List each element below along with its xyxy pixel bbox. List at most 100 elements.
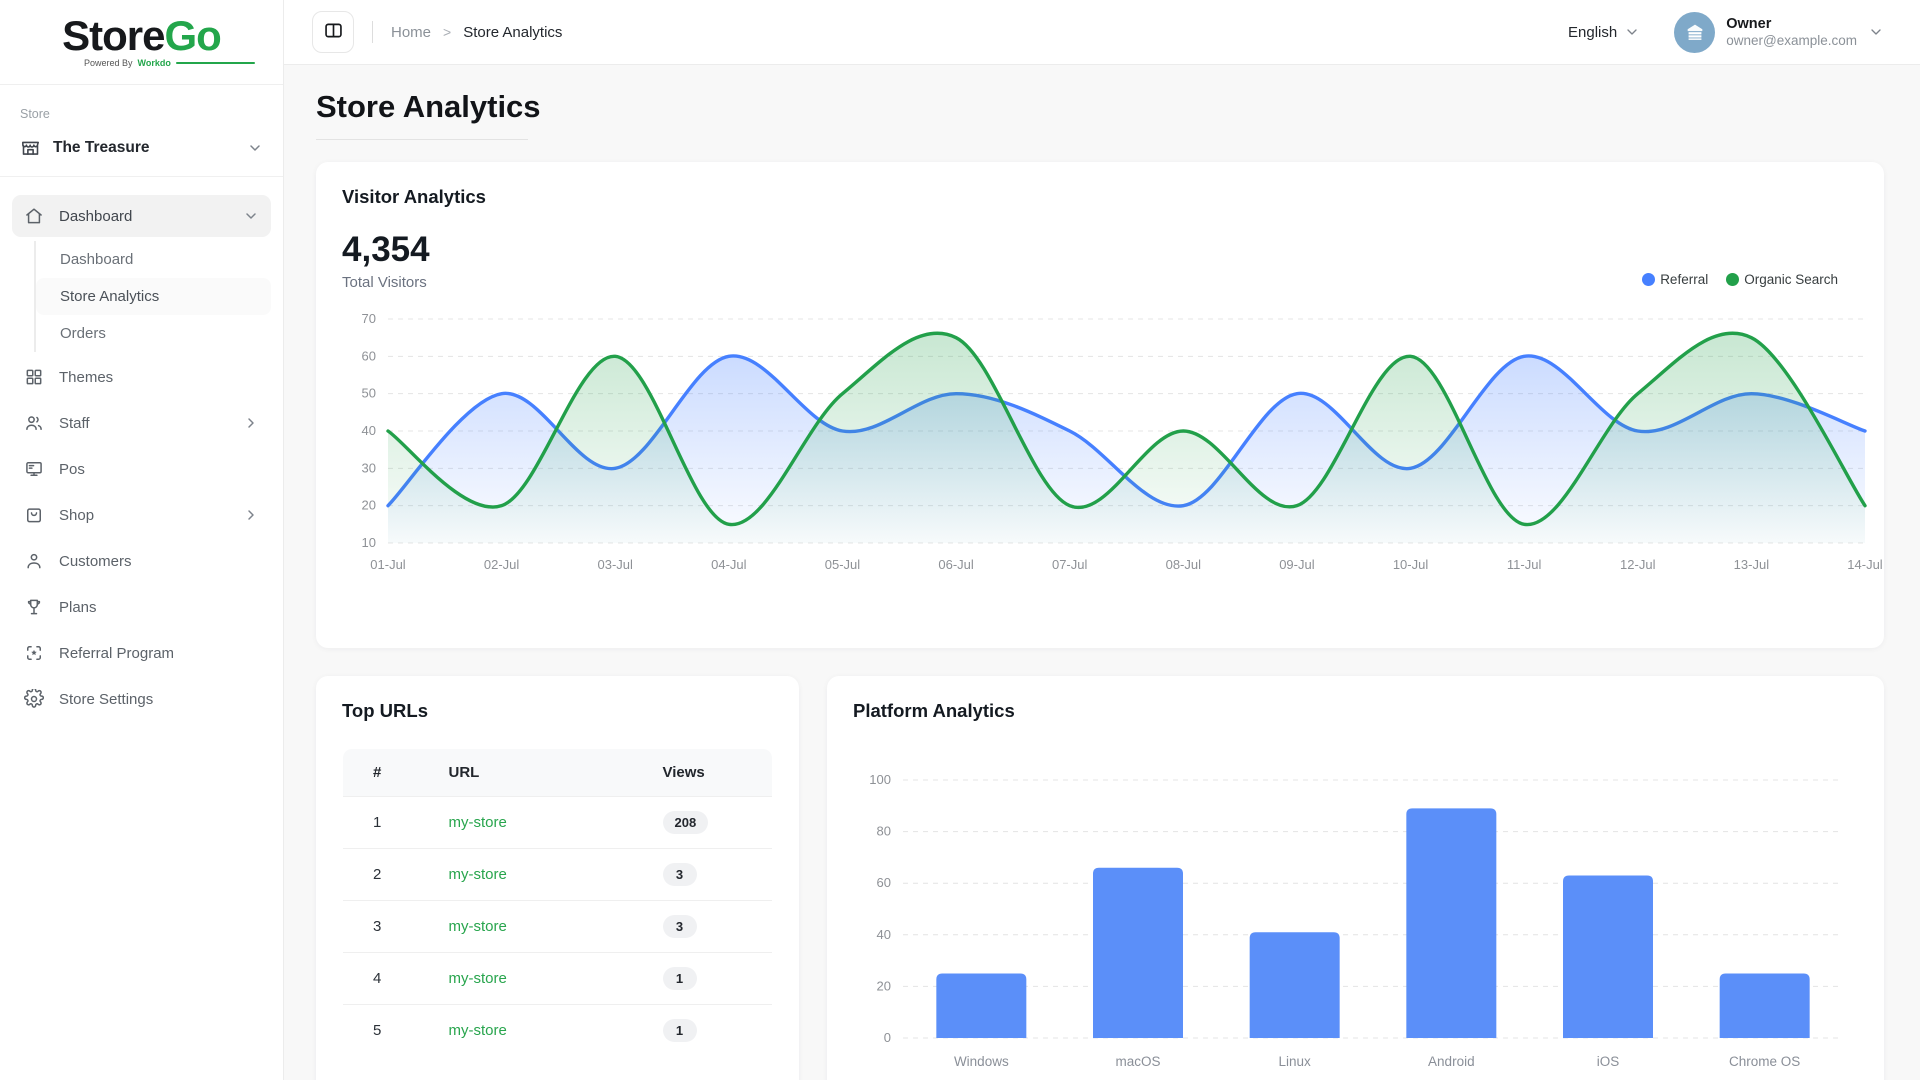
legend-dot-organic-search [1726, 273, 1740, 286]
sidebar-item-label: Shop [59, 506, 95, 524]
sidebar-item-dashboard[interactable]: Dashboard [12, 195, 271, 238]
svg-text:14-Jul: 14-Jul [1847, 557, 1883, 572]
total-visitors-value: 4,354 [342, 230, 430, 269]
sidebar-item-label: Themes [59, 368, 114, 386]
svg-text:60: 60 [877, 875, 891, 890]
sidebar-item-themes[interactable]: Themes [12, 356, 271, 398]
sidebar-submenu-dashboard: Dashboard Store Analytics Orders [34, 241, 271, 353]
legend-item-referral[interactable]: Referral [1642, 272, 1708, 287]
url-link[interactable]: my-store [448, 918, 507, 935]
sidebar-nav: Dashboard Dashboard Store Analytics Orders T… [0, 177, 283, 738]
sidebar-section-label: Store [20, 107, 50, 122]
views-badge: 208 [662, 811, 709, 834]
svg-text:Chrome OS: Chrome OS [1729, 1054, 1800, 1069]
sidebar-item-label: Store Settings [59, 690, 154, 708]
svg-text:08-Jul: 08-Jul [1166, 557, 1202, 572]
svg-text:0: 0 [884, 1030, 891, 1045]
monitor-icon [24, 459, 44, 479]
top-urls-card: Top URLs # URL Views 1 my-store 208 2 my-sto… [316, 676, 799, 1080]
language-selector[interactable]: English [1568, 24, 1640, 41]
content: Store Analytics Visitor Analytics 4,354 … [284, 65, 1920, 1080]
table-row: 5 my-store 1 [343, 1004, 772, 1056]
svg-text:12-Jul: 12-Jul [1620, 557, 1656, 572]
svg-text:iOS: iOS [1597, 1054, 1620, 1069]
sidebar-item-referral-program[interactable]: Referral Program [12, 632, 271, 674]
svg-text:13-Jul: 13-Jul [1734, 557, 1770, 572]
table-header-row: # URL Views [343, 749, 772, 797]
url-link[interactable]: my-store [448, 866, 507, 883]
table-row: 1 my-store 208 [343, 796, 772, 849]
trophy-icon [24, 597, 44, 617]
svg-text:70: 70 [362, 311, 376, 326]
url-link[interactable]: my-store [448, 814, 507, 831]
svg-text:09-Jul: 09-Jul [1279, 557, 1315, 572]
topbar: Home > Store Analytics English Owner o [284, 0, 1920, 65]
sidebar-item-customers[interactable]: Customers [12, 540, 271, 582]
grid-icon [24, 367, 44, 387]
legend-label-referral: Referral [1660, 272, 1709, 287]
sidebar-subitem-dashboard-overview[interactable]: Dashboard [60, 251, 134, 269]
sidebar-subitem-orders[interactable]: Orders [60, 325, 106, 343]
url-link[interactable]: my-store [448, 1022, 507, 1039]
svg-text:100: 100 [869, 772, 891, 787]
svg-text:10-Jul: 10-Jul [1393, 557, 1429, 572]
svg-text:Linux: Linux [1279, 1054, 1312, 1069]
topbar-divider [372, 21, 373, 43]
sidebar-item-store-settings[interactable]: Store Settings [12, 678, 271, 720]
chevron-right-icon [243, 415, 259, 431]
svg-text:macOS: macOS [1115, 1054, 1160, 1069]
sidebar-item-label: Dashboard [59, 207, 133, 225]
svg-text:03-Jul: 03-Jul [598, 557, 634, 572]
sidebar-item-plans[interactable]: Plans [12, 586, 271, 628]
logo-text-primary: Store [62, 12, 165, 59]
sidebar-subitem-store-analytics[interactable]: Store Analytics [36, 278, 271, 316]
user-menu[interactable]: Owner owner@example.com [1674, 11, 1884, 53]
url-rank: 2 [343, 848, 433, 901]
url-rank: 5 [343, 1004, 433, 1056]
store-selector[interactable]: The Treasure [0, 125, 283, 178]
legend-item-organic-search[interactable]: Organic Search [1726, 272, 1838, 287]
views-badge: 3 [662, 915, 697, 938]
svg-text:30: 30 [362, 460, 376, 475]
chart-legend: Referral Organic Search [1642, 272, 1838, 287]
users-icon [24, 413, 44, 433]
storefront-icon [20, 137, 41, 158]
svg-text:80: 80 [877, 824, 891, 839]
column-header-views: Views [622, 749, 772, 797]
url-rank: 1 [343, 796, 433, 849]
url-rank: 4 [343, 952, 433, 1005]
svg-text:02-Jul: 02-Jul [484, 557, 520, 572]
platform-bar-chart[interactable]: 0 20 40 60 80 100 Windows macOS Linux Android iOS C… [853, 752, 1858, 1080]
column-header-url: URL [432, 749, 623, 797]
chevron-down-icon [243, 208, 259, 224]
url-rank: 3 [343, 900, 433, 953]
user-icon [24, 551, 44, 571]
logo[interactable]: StoreGo Powered By Workdo [0, 0, 283, 86]
logo-tagline-rule [175, 62, 255, 65]
chevron-down-icon [1624, 24, 1640, 40]
visitor-line-chart[interactable]: 70 60 50 40 30 20 10 01-Jul 02-Jul 03-Jul 04-Jul 05… [342, 305, 1883, 582]
svg-text:40: 40 [362, 423, 376, 438]
table-row: 2 my-store 3 [343, 848, 772, 901]
logo-text-secondary: Go [164, 12, 222, 59]
sidebar-item-pos[interactable]: Pos [12, 448, 271, 490]
views-badge: 1 [662, 967, 697, 990]
svg-text:07-Jul: 07-Jul [1052, 557, 1088, 572]
breadcrumb-separator: > [443, 24, 452, 40]
column-header-rank: # [343, 749, 433, 797]
chevron-down-icon [247, 140, 263, 156]
breadcrumb-home[interactable]: Home [391, 23, 432, 41]
svg-text:04-Jul: 04-Jul [711, 557, 747, 572]
sidebar-item-label: Staff [59, 414, 90, 432]
sidebar-item-shop[interactable]: Shop [12, 494, 271, 536]
url-link[interactable]: my-store [448, 970, 507, 987]
sidebar-item-staff[interactable]: Staff [12, 402, 271, 444]
language-label: English [1568, 23, 1618, 41]
sidebar-toggle-button[interactable] [312, 11, 354, 53]
total-visitors-label: Total Visitors [342, 274, 427, 291]
home-icon [24, 206, 44, 226]
sidebar-item-label: Plans [59, 598, 97, 616]
svg-text:20: 20 [362, 498, 376, 513]
svg-text:Windows: Windows [954, 1054, 1009, 1069]
table-row: 3 my-store 3 [343, 900, 772, 953]
